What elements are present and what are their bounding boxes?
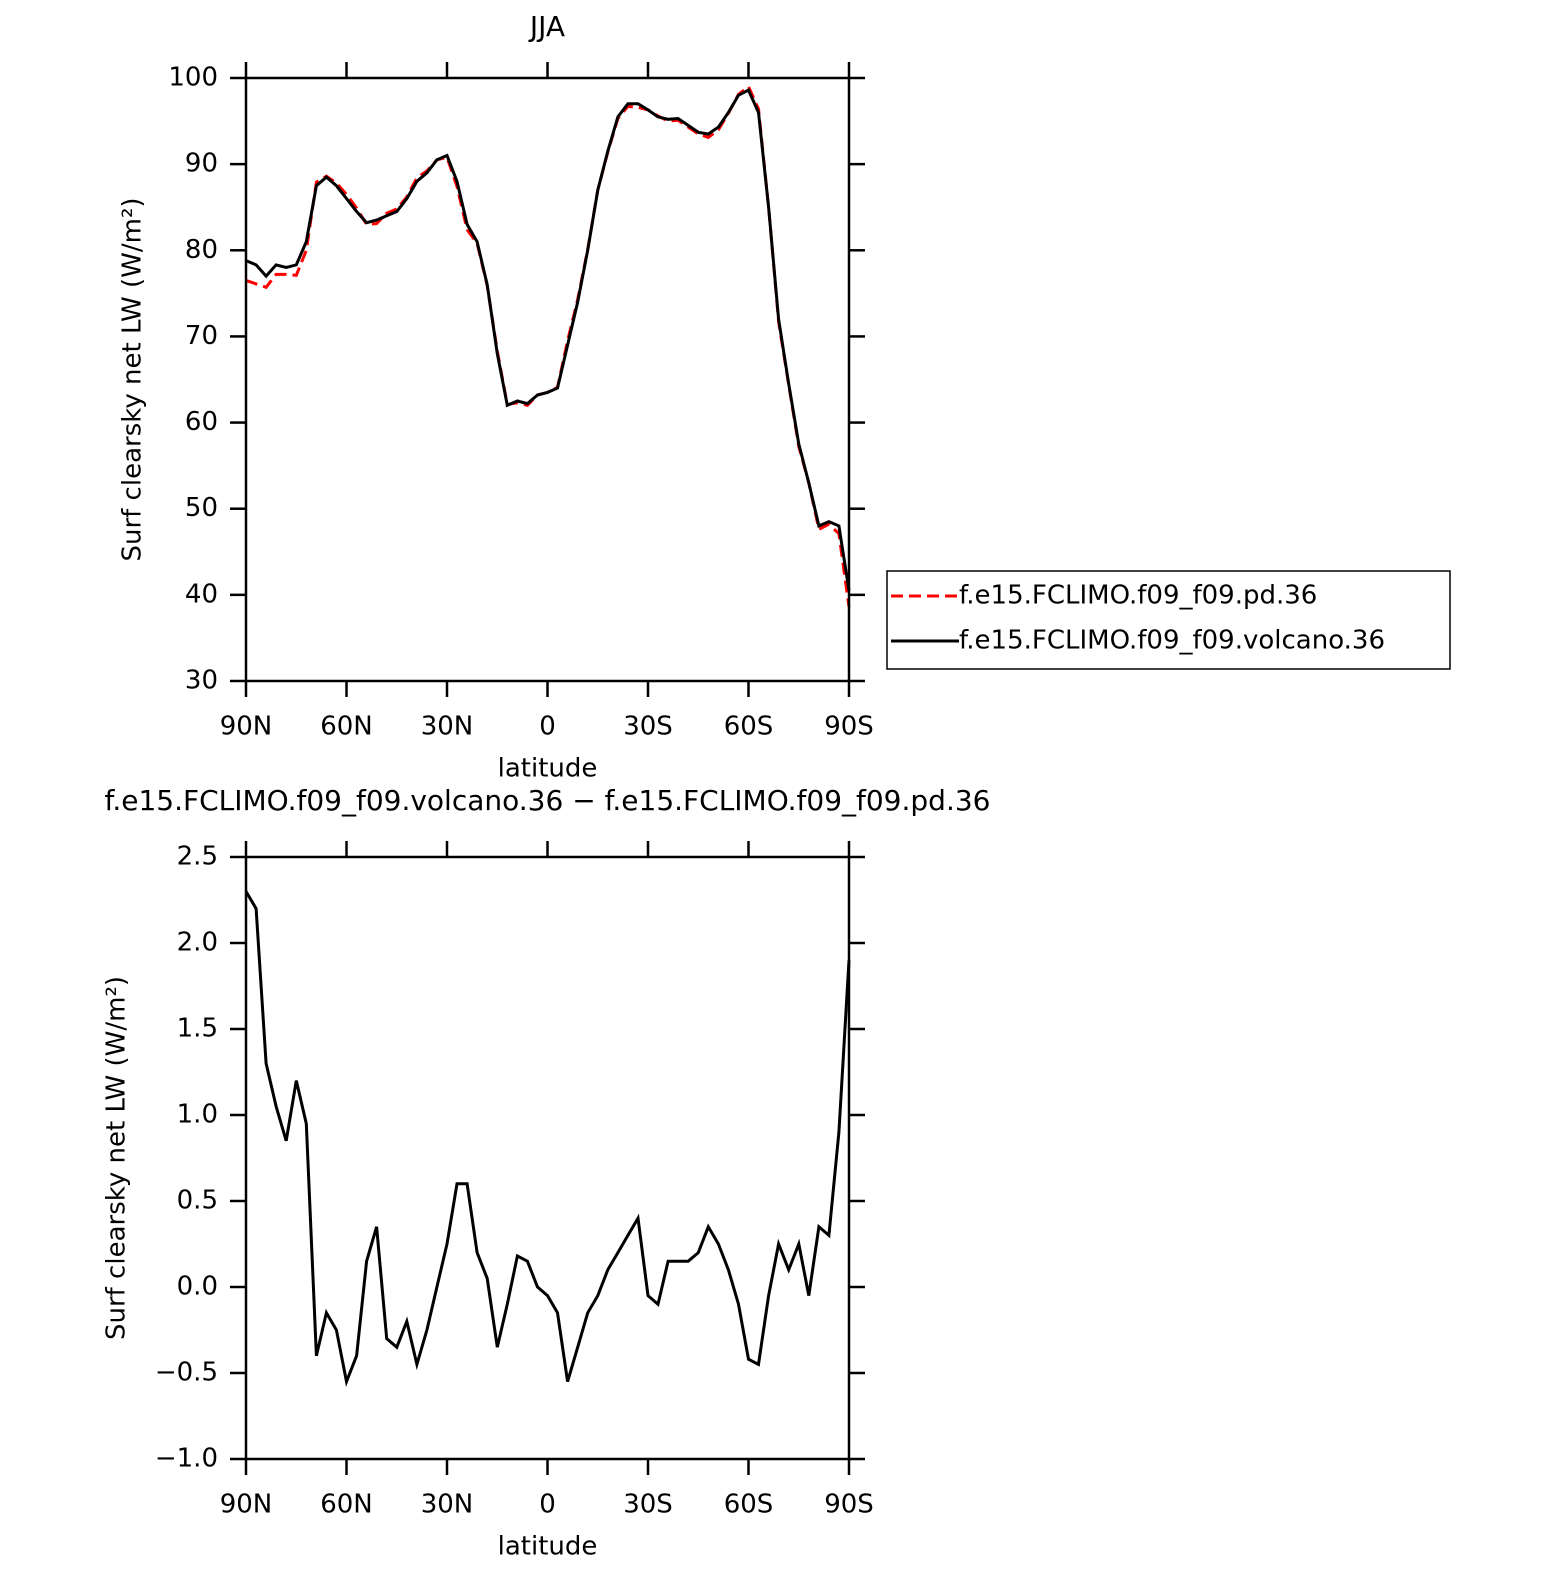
x-tick-label: 30S [623,1490,673,1520]
legend-box [886,570,1451,670]
y-tick-label: 80 [185,235,218,265]
y-axis-label: Surf clearsky net LW (W/m²) [118,197,148,561]
y-tick-label: 90 [185,149,218,179]
series-line [245,84,851,608]
y-tick-label: 0.0 [177,1272,218,1302]
y-tick-label: 2.0 [177,928,218,958]
y-tick-label: 50 [185,493,218,523]
x-tick-label: 60S [724,1490,774,1520]
chart-title: JJA [528,10,565,43]
series-line [245,88,851,591]
x-tick-label: 30N [421,1490,474,1520]
x-tick-label: 60N [320,1490,373,1520]
x-tick-label: 90S [824,1490,874,1520]
y-tick-label: 0.5 [177,1186,218,1216]
y-tick-label: 1.5 [177,1014,218,1044]
plot-frame [244,76,851,683]
x-tick-label: 30S [623,712,673,742]
plot-frame [244,855,851,1461]
x-tick-label: 30N [421,712,474,742]
y-tick-label: 2.5 [177,842,218,872]
legend-label: f.e15.FCLIMO.f09_f09.pd.36 [959,581,1317,611]
x-tick-label: 60S [724,712,774,742]
x-tick-label: 0 [539,712,556,742]
y-tick-label: 30 [185,666,218,696]
y-tick-label: 40 [185,579,218,609]
y-tick-label: 70 [185,321,218,351]
y-tick-label: −0.5 [155,1358,218,1388]
series-line [244,890,851,1387]
legend: f.e15.FCLIMO.f09_f09.pd.36 f.e15.FCLIMO.f… [886,570,1451,670]
legend-label: f.e15.FCLIMO.f09_f09.volcano.36 [959,626,1385,656]
chart-title: f.e15.FCLIMO.f09_f09.volcano.36 − f.e15.… [105,784,991,817]
y-tick-label: 1.0 [177,1100,218,1130]
y-axis-label: Surf clearsky net LW (W/m²) [102,976,132,1340]
x-axis-label: latitude [498,1532,598,1562]
y-tick-label: 100 [168,63,218,93]
x-axis-label: latitude [498,754,598,784]
y-tick-label: −1.0 [155,1444,218,1474]
x-tick-label: 90S [824,712,874,742]
x-tick-label: 0 [539,1490,556,1520]
y-tick-label: 60 [185,407,218,437]
x-tick-label: 60N [320,712,373,742]
x-tick-label: 90N [220,1490,273,1520]
x-tick-label: 90N [220,712,273,742]
